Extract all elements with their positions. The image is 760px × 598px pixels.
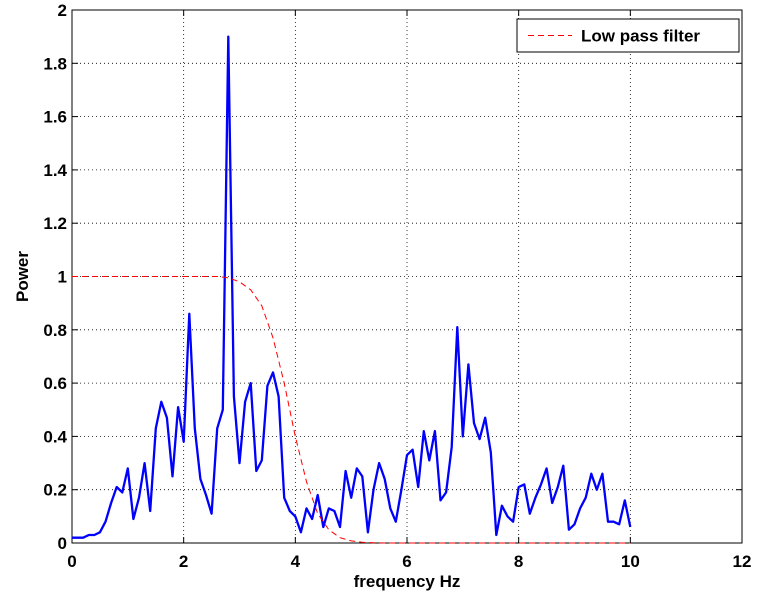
x-tick-label: 2 (179, 552, 188, 571)
y-axis-label: Power (13, 251, 32, 302)
x-tick-label: 6 (402, 552, 411, 571)
y-tick-label: 1.4 (43, 161, 67, 180)
x-tick-label: 10 (621, 552, 640, 571)
y-tick-label: 1.8 (43, 54, 67, 73)
legend-label: Low pass filter (581, 27, 700, 46)
x-axis-label: frequency Hz (354, 572, 461, 591)
y-tick-label: 1 (58, 268, 67, 287)
y-tick-label: 0.2 (43, 481, 67, 500)
series-layer (72, 35, 632, 544)
y-tick-label: 1.6 (43, 108, 67, 127)
y-tick-label: 2 (58, 1, 67, 20)
x-tick-label: 8 (514, 552, 523, 571)
y-tick-label: 0.8 (43, 321, 67, 340)
x-tick-label: 0 (67, 552, 76, 571)
y-tick-label: 0 (58, 534, 67, 553)
power-spectrum-line (72, 35, 632, 539)
y-tick-label: 0.4 (43, 427, 67, 446)
axis-ticks: 0 2 4 6 8 10 12 0 0.2 0.4 0.6 0.8 1 1.2 1.4 1.6 1.8 2 (43, 1, 751, 571)
legend: Low pass filter (516, 18, 740, 53)
x-tick-label: 4 (291, 552, 301, 571)
x-tick-label: 12 (733, 552, 752, 571)
low-pass-filter-line (72, 276, 631, 544)
y-tick-label: 1.2 (43, 214, 67, 233)
y-tick-label: 0.6 (43, 374, 67, 393)
